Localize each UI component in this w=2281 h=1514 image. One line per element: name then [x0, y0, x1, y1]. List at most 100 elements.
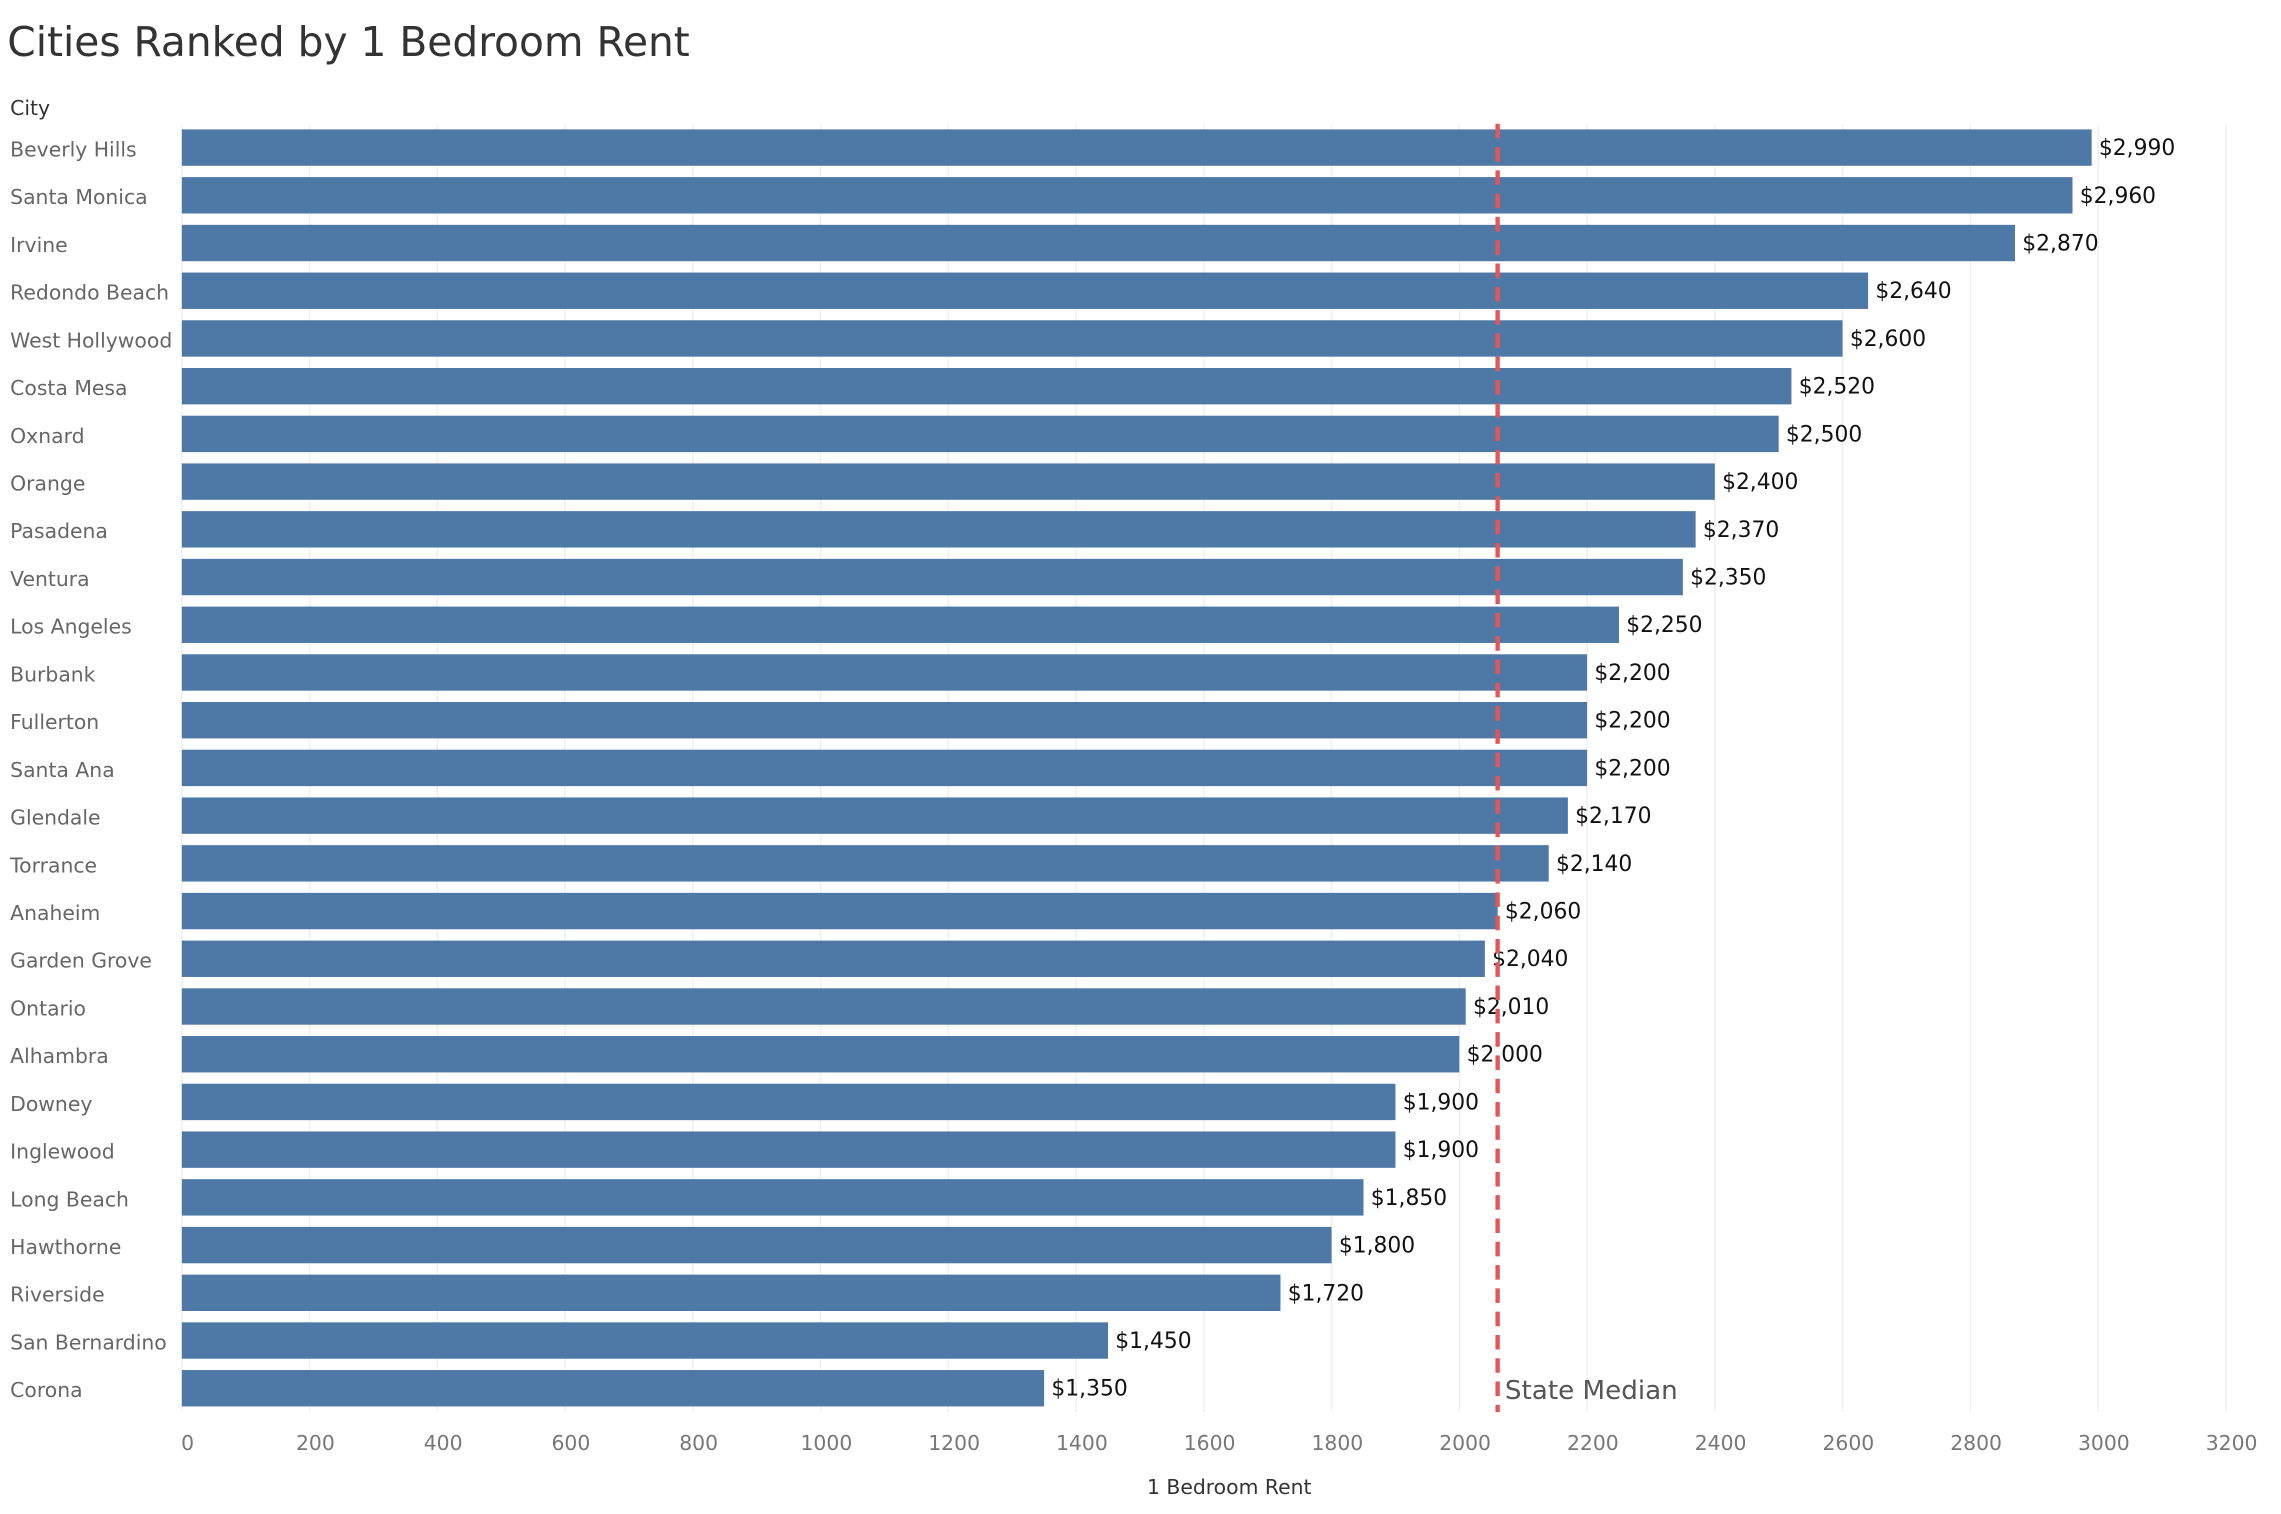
data-label: $2,250 — [1626, 613, 1702, 638]
data-label: $1,900 — [1403, 1090, 1479, 1115]
data-label: $2,200 — [1594, 661, 1670, 686]
y-tick-label: Redondo Beach — [10, 281, 169, 305]
bar — [181, 654, 1588, 691]
bar — [181, 988, 1466, 1025]
bar — [181, 415, 1779, 453]
y-tick-label: Ventura — [10, 567, 89, 591]
x-tick-label: 1400 — [1056, 1431, 1108, 1455]
bar — [181, 606, 1619, 643]
data-label: $2,870 — [2022, 231, 2098, 256]
y-tick-label: Los Angeles — [10, 615, 132, 639]
data-label: $2,640 — [1875, 279, 1951, 304]
y-tick-label: Santa Ana — [10, 758, 115, 782]
y-tick-label: Santa Monica — [10, 185, 147, 209]
data-label: $2,960 — [2080, 184, 2156, 209]
data-label: $2,520 — [1799, 375, 1875, 400]
data-label: $1,900 — [1403, 1138, 1479, 1163]
y-tick-label: Beverly Hills — [10, 138, 136, 162]
y-tick-label: Pasadena — [10, 519, 108, 543]
y-tick-label: Corona — [10, 1378, 82, 1402]
data-label: $2,200 — [1594, 709, 1670, 734]
y-tick-label: Glendale — [10, 806, 100, 830]
data-label: $1,850 — [1371, 1186, 1447, 1211]
x-tick-label: 3000 — [2078, 1431, 2130, 1455]
x-tick-label: 3200 — [2206, 1431, 2258, 1455]
data-label: $2,350 — [1690, 566, 1766, 591]
x-tick-label: 200 — [296, 1431, 335, 1455]
y-tick-label: Long Beach — [10, 1187, 129, 1211]
x-tick-label: 2200 — [1567, 1431, 1619, 1455]
y-tick-label: Riverside — [10, 1283, 104, 1307]
x-tick-label: 2600 — [1822, 1431, 1874, 1455]
x-tick-label: 2800 — [1950, 1431, 2002, 1455]
bar — [181, 177, 2073, 214]
bar — [181, 749, 1588, 787]
data-label: $1,450 — [1115, 1329, 1191, 1354]
y-tick-label: Alhambra — [10, 1044, 109, 1068]
bar — [181, 320, 1843, 357]
y-tick-label: West Hollywood — [10, 328, 172, 352]
data-label: $1,720 — [1288, 1281, 1364, 1306]
bar — [181, 797, 1568, 834]
x-tick-label: 1600 — [1184, 1431, 1236, 1455]
x-tick-label: 2400 — [1695, 1431, 1747, 1455]
bar — [181, 702, 1588, 739]
bar — [181, 940, 1485, 977]
bar — [181, 129, 2092, 166]
y-tick-label: Irvine — [10, 233, 67, 257]
y-tick-label: Downey — [10, 1092, 92, 1116]
data-label: $2,010 — [1473, 995, 1549, 1020]
x-tick-label: 1800 — [1311, 1431, 1363, 1455]
data-label: $2,170 — [1575, 804, 1651, 829]
bar — [181, 367, 1792, 405]
y-tick-label: Fullerton — [10, 710, 99, 734]
data-label: $2,040 — [1492, 947, 1568, 972]
bar — [181, 1370, 1045, 1407]
bar — [181, 845, 1549, 882]
x-axis-title: 1 Bedroom Rent — [1147, 1475, 1312, 1499]
x-tick-label: 600 — [551, 1431, 590, 1455]
y-axis-title: City — [10, 96, 50, 120]
data-label: $2,060 — [1505, 900, 1581, 925]
x-tick-label: 400 — [424, 1431, 463, 1455]
data-label: $2,370 — [1703, 518, 1779, 543]
y-tick-label: Hawthorne — [10, 1235, 121, 1259]
bar — [181, 511, 1696, 548]
y-tick-label: San Bernardino — [10, 1330, 167, 1354]
y-tick-label: Oxnard — [10, 424, 84, 448]
x-tick-label: 1000 — [800, 1431, 852, 1455]
bar — [181, 1274, 1281, 1312]
y-tick-label: Torrance — [9, 853, 97, 877]
y-tick-label: Orange — [10, 472, 85, 496]
x-tick-label: 0 — [181, 1431, 194, 1455]
y-tick-label: Inglewood — [10, 1140, 114, 1164]
x-tick-label: 2000 — [1439, 1431, 1491, 1455]
data-label: $2,500 — [1786, 422, 1862, 447]
bar — [181, 892, 1498, 930]
bar — [181, 463, 1715, 500]
y-tick-label: Costa Mesa — [10, 376, 127, 400]
bar — [181, 1226, 1332, 1264]
bar — [181, 1036, 1460, 1073]
y-tick-label: Garden Grove — [10, 949, 152, 973]
bar — [181, 558, 1683, 596]
data-label: $1,800 — [1339, 1234, 1415, 1259]
bar — [181, 1083, 1396, 1121]
data-label: $1,350 — [1051, 1377, 1127, 1402]
data-label: $2,200 — [1594, 756, 1670, 781]
data-label: $2,000 — [1467, 1043, 1543, 1068]
data-label: $2,600 — [1850, 327, 1926, 352]
chart-title: Cities Ranked by 1 Bedroom Rent — [7, 18, 690, 66]
reference-label: State Median — [1505, 1376, 1678, 1406]
x-tick-label: 800 — [679, 1431, 718, 1455]
y-tick-label: Burbank — [10, 662, 96, 686]
y-tick-label: Anaheim — [10, 901, 100, 925]
y-tick-label: Ontario — [10, 996, 86, 1020]
data-label: $2,140 — [1556, 852, 1632, 877]
bar — [181, 1131, 1396, 1168]
bar — [181, 1179, 1364, 1216]
x-tick-label: 1200 — [928, 1431, 980, 1455]
bar — [181, 272, 1869, 309]
data-label: $2,400 — [1722, 470, 1798, 495]
